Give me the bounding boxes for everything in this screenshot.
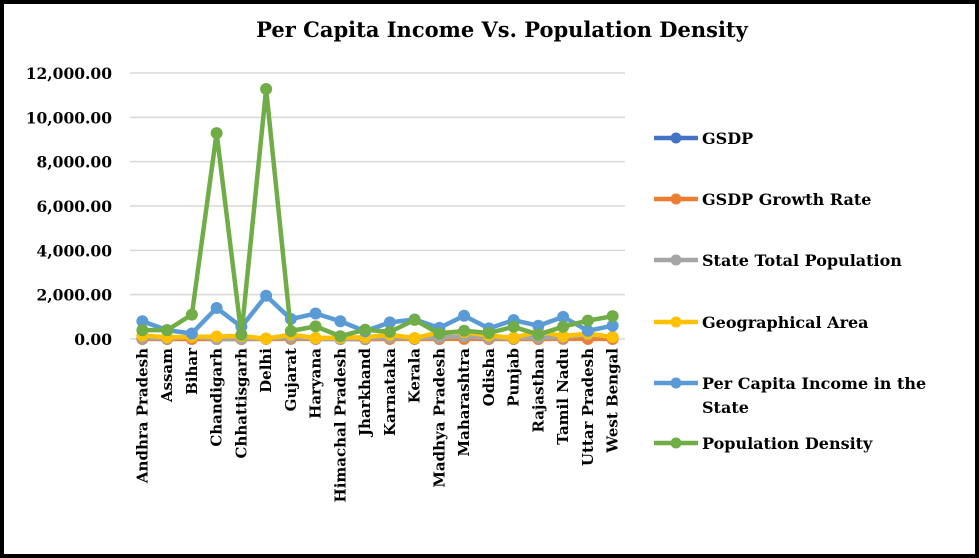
data-point[interactable] xyxy=(606,331,619,344)
legend: GSDP GSDP Growth Rate State Total Populati… xyxy=(654,129,926,453)
series-population-density xyxy=(136,82,619,343)
legend-item[interactable]: State Total Population xyxy=(654,251,902,270)
data-point[interactable] xyxy=(309,307,322,320)
x-tick-label: Odisha xyxy=(480,348,498,407)
data-point[interactable] xyxy=(482,327,495,340)
y-tick-label: 2,000.00 xyxy=(36,286,112,305)
data-point[interactable] xyxy=(383,316,396,329)
data-point[interactable] xyxy=(433,327,446,340)
data-point[interactable] xyxy=(185,308,198,321)
data-point[interactable] xyxy=(458,324,471,337)
legend-item[interactable]: GSDP xyxy=(654,129,753,148)
data-point[interactable] xyxy=(210,301,223,314)
x-tick-label: Rajasthan xyxy=(529,348,547,433)
data-point[interactable] xyxy=(606,310,619,323)
legend-label: Per Capita Income in the xyxy=(702,374,926,393)
legend-item[interactable]: Population Density xyxy=(654,434,873,453)
data-point[interactable] xyxy=(334,330,347,343)
data-point[interactable] xyxy=(210,127,223,140)
x-tick-label: Himachal Pradesh xyxy=(331,348,349,503)
data-point[interactable] xyxy=(458,309,471,322)
y-tick-label: 10,000.00 xyxy=(26,108,113,127)
x-tick-label: Kerala xyxy=(406,348,424,404)
x-axis: Andhra Pradesh Assam Bihar Chandigarh Chhatt… xyxy=(133,347,621,503)
legend-label: Population Density xyxy=(702,434,873,453)
legend-item[interactable]: Geographical Area xyxy=(654,313,869,332)
data-point[interactable] xyxy=(284,325,297,338)
data-point[interactable] xyxy=(532,328,545,341)
legend-label: GSDP xyxy=(702,129,753,148)
data-point[interactable] xyxy=(408,332,421,345)
data-point[interactable] xyxy=(161,324,174,337)
data-point[interactable] xyxy=(136,315,149,328)
data-point[interactable] xyxy=(260,332,273,345)
x-tick-label: Delhi xyxy=(257,348,275,393)
legend-item[interactable]: GSDP Growth Rate xyxy=(654,190,871,209)
x-tick-label: Madhya Pradesh xyxy=(430,348,448,488)
data-point[interactable] xyxy=(532,319,545,332)
legend-marker-icon xyxy=(670,437,682,449)
x-tick-label: Chhattisgarh xyxy=(232,348,250,459)
x-tick-label: Karnataka xyxy=(381,348,399,436)
data-point[interactable] xyxy=(581,314,594,327)
x-tick-label: Uttar Pradesh xyxy=(579,348,597,466)
x-tick-label: Chandigarh xyxy=(208,348,226,447)
data-point[interactable] xyxy=(507,331,520,344)
y-axis: 0.00 2,000.00 4,000.00 6,000.00 8,000.00 10,0… xyxy=(26,64,113,349)
y-tick-label: 4,000.00 xyxy=(36,241,112,260)
series-line xyxy=(142,86,614,339)
data-point[interactable] xyxy=(334,315,347,328)
series-group xyxy=(136,82,619,345)
legend-label: State Total Population xyxy=(702,251,902,270)
chart-title: Per Capita Income Vs. Population Density xyxy=(256,17,748,42)
data-point[interactable] xyxy=(309,332,322,345)
data-point[interactable] xyxy=(606,319,619,332)
x-tick-label: Haryana xyxy=(307,348,325,419)
legend-marker-icon xyxy=(670,316,682,328)
data-point[interactable] xyxy=(210,330,223,343)
x-tick-label: Gujarat xyxy=(282,348,300,411)
data-point[interactable] xyxy=(557,330,570,343)
data-point[interactable] xyxy=(408,313,421,326)
y-tick-label: 8,000.00 xyxy=(36,153,112,172)
data-point[interactable] xyxy=(136,324,149,337)
data-point[interactable] xyxy=(309,320,322,333)
x-tick-label: Jharkhand xyxy=(356,347,374,438)
data-point[interactable] xyxy=(260,82,273,95)
legend-marker-icon xyxy=(670,254,682,266)
x-tick-label: Maharashtra xyxy=(455,348,473,457)
data-point[interactable] xyxy=(359,323,372,336)
data-point[interactable] xyxy=(581,324,594,337)
legend-item[interactable]: Per Capita Income in the State xyxy=(654,374,926,417)
x-tick-label: Bihar xyxy=(183,347,201,395)
data-point[interactable] xyxy=(383,325,396,338)
y-tick-label: 6,000.00 xyxy=(36,197,112,216)
x-tick-label: Andhra Pradesh xyxy=(133,348,151,484)
legend-label-cont: State xyxy=(702,398,749,417)
y-tick-label: 0.00 xyxy=(74,330,112,349)
data-point[interactable] xyxy=(235,328,248,341)
data-point[interactable] xyxy=(557,310,570,323)
data-point[interactable] xyxy=(507,320,520,333)
y-tick-label: 12,000.00 xyxy=(26,64,113,83)
legend-label: GSDP Growth Rate xyxy=(702,190,871,209)
x-tick-label: Tamil Nadu xyxy=(554,348,572,445)
x-tick-label: Assam xyxy=(158,348,176,403)
data-point[interactable] xyxy=(185,327,198,340)
legend-marker-icon xyxy=(670,193,682,205)
data-point[interactable] xyxy=(260,289,273,302)
x-tick-label: West Bengal xyxy=(604,348,622,454)
legend-marker-icon xyxy=(670,132,682,144)
x-tick-label: Punjab xyxy=(505,348,523,407)
gridlines xyxy=(130,72,625,340)
data-point[interactable] xyxy=(557,320,570,333)
legend-marker-icon xyxy=(670,377,682,389)
legend-label: Geographical Area xyxy=(702,313,869,332)
